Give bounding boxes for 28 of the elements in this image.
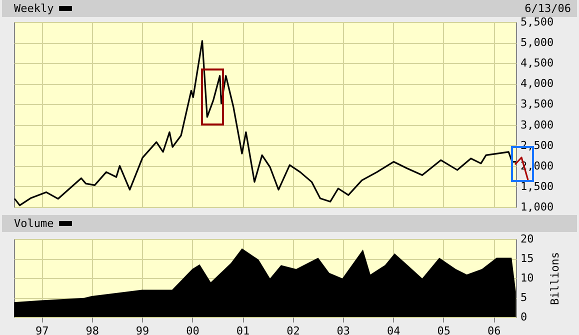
x-tick-label: 02 (286, 324, 300, 335)
y-tick-label: 3,500 (520, 98, 554, 111)
x-tick-label: 97 (36, 324, 49, 335)
y-tick-label: 20 (520, 232, 534, 246)
y-tick-label: 10 (520, 272, 534, 284)
x-tick-label: 04 (386, 324, 401, 335)
x-tick-label: 99 (136, 324, 150, 335)
y-axis-title: Billions (548, 252, 562, 305)
y-tick-label: 5,000 (520, 36, 554, 50)
x-tick-label: 03 (336, 324, 350, 335)
y-tick-label: 3,000 (520, 118, 554, 132)
y-tick-label: 4,500 (520, 56, 554, 70)
y-tick-label: 4,000 (520, 77, 554, 90)
chart-title: Volume (14, 216, 55, 232)
text: 6/13/06 (524, 1, 571, 17)
y-tick-label: 1,500 (520, 180, 554, 193)
chart-title: Weekly (14, 1, 55, 17)
x-tick-label: 98 (86, 324, 99, 335)
x-tick-label: 01 (236, 324, 250, 335)
x-tick-label: 00 (186, 324, 200, 335)
y-tick-label: 15 (520, 252, 534, 265)
y-tick-label: 5,500 (520, 16, 554, 28)
y-tick-label: 1,000 (520, 200, 554, 214)
x-tick-label: 05 (437, 324, 451, 335)
y-tick-label: 2,500 (520, 138, 554, 152)
x-tick-label: 06 (487, 324, 501, 335)
y-tick-label: 0 (520, 310, 528, 324)
y-tick-label: 5 (520, 291, 528, 304)
